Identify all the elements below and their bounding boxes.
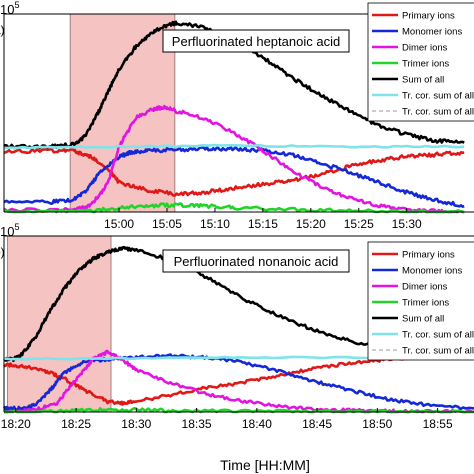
x-tick-label: 18:20 bbox=[1, 417, 31, 431]
legend-entry: Tr. cor. sum of all bbox=[402, 330, 474, 341]
x-tick-label: 18:50 bbox=[362, 417, 392, 431]
title-box-a: Perfluorinated heptanoic acid bbox=[162, 29, 350, 53]
legend-entry: Dimer ions bbox=[402, 282, 448, 293]
series-line-primary-ions bbox=[2, 353, 474, 406]
series-line-tr-cor-sum-of-all bbox=[3, 143, 465, 150]
legend-entry: Sum of all bbox=[402, 314, 444, 325]
x-tick-label: 18:35 bbox=[182, 417, 212, 431]
panel-label-b: b) bbox=[0, 245, 5, 259]
shaded-region bbox=[7, 235, 112, 413]
x-tick-labels-a: 15:00 15:05 15:10 15:15 15:20 15:25 15:30 bbox=[104, 217, 422, 231]
series-line-primary-ions bbox=[3, 147, 465, 197]
legend-entry: Tr. cor. sum of all bbox=[402, 91, 474, 102]
legend-entry: Trimer ions bbox=[402, 298, 449, 309]
legend-entry: Sum of all bbox=[402, 75, 444, 86]
legend-entry: Tr. cor. sum of all bbox=[402, 107, 474, 118]
legend-entry: Dimer ions bbox=[402, 43, 448, 54]
x-tick-label: 15:30 bbox=[392, 217, 422, 231]
x-tick-label: 18:30 bbox=[121, 417, 151, 431]
panel-a: 105 a) Perfluorinated heptanoic acid Pri… bbox=[0, 0, 474, 231]
x-tick-label: 15:05 bbox=[152, 217, 182, 231]
legend-entry: Primary ions bbox=[402, 11, 455, 22]
x-tick-label: 15:15 bbox=[248, 217, 278, 231]
x-tick-label: 15:25 bbox=[344, 217, 374, 231]
panel-label-a: a) bbox=[0, 23, 5, 37]
x-tick-label: 18:25 bbox=[61, 417, 91, 431]
plot-area-a bbox=[3, 13, 474, 214]
shaded-region bbox=[69, 13, 176, 213]
x-tick-label: 18:40 bbox=[242, 417, 272, 431]
x-tick-label: 18:55 bbox=[423, 417, 453, 431]
legend-b: Primary ions Monomer ions Dimer ions Trimer… bbox=[367, 241, 474, 361]
plot-area-b bbox=[2, 235, 474, 414]
scale-label-a: 105 bbox=[0, 0, 19, 17]
x-tick-label: 18:45 bbox=[302, 417, 332, 431]
legend-entry: Monomer ions bbox=[402, 27, 462, 38]
x-tick-label: 15:20 bbox=[296, 217, 326, 231]
series-line-dimer-ions bbox=[3, 104, 465, 214]
legend-entry: Monomer ions bbox=[402, 266, 462, 277]
x-tick-label: 15:00 bbox=[104, 217, 134, 231]
title-box-b: Perfluorinated nonanoic acid bbox=[162, 249, 350, 273]
panel-b: 105 b) Perfluorinated nonanoic acid Prim… bbox=[0, 222, 474, 431]
series-line-trimer-ions bbox=[3, 202, 465, 214]
x-tick-label: 15:10 bbox=[200, 217, 230, 231]
legend-entry: Tr. cor. sum of all bbox=[402, 346, 474, 357]
x-tick-labels-b: 18:20 18:25 18:30 18:35 18:40 18:45 18:50 18:55 bbox=[1, 417, 453, 431]
legend-entry: Trimer ions bbox=[402, 59, 449, 70]
scale-label-b: 105 bbox=[0, 222, 19, 239]
legend-a: Primary ions Monomer ions Dimer ions Trimer… bbox=[367, 2, 474, 122]
x-axis-label: Time [HH:MM] bbox=[220, 457, 310, 473]
panel-title-b: Perfluorinated nonanoic acid bbox=[174, 254, 339, 269]
legend-entry: Primary ions bbox=[402, 250, 455, 261]
series-line-sum-of-all bbox=[3, 245, 474, 363]
series-line-monomer-ions bbox=[3, 145, 465, 208]
panel-title-a: Perfluorinated heptanoic acid bbox=[172, 34, 340, 49]
